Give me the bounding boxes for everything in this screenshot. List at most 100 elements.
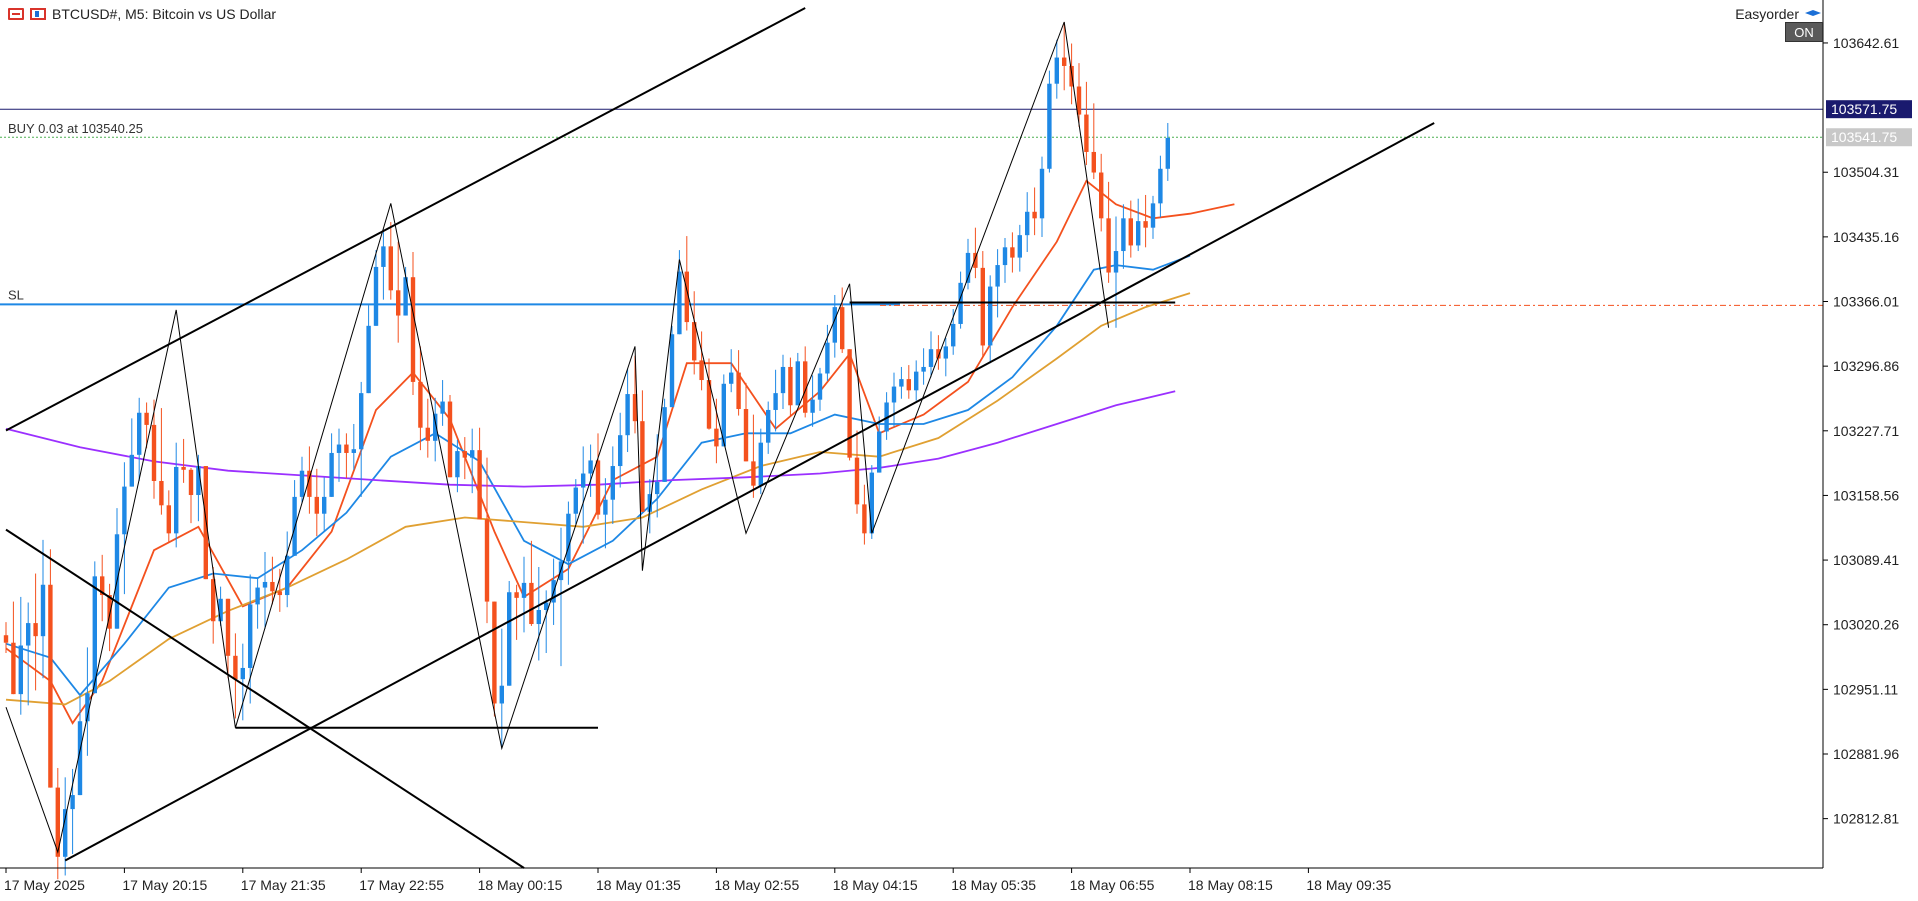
ma-mid-line xyxy=(5,254,1191,697)
bull-candle xyxy=(825,342,830,374)
bull-candle xyxy=(773,393,778,410)
bull-candle xyxy=(122,486,127,535)
bear-candle xyxy=(640,421,645,512)
time-tick-label: 18 May 01:35 xyxy=(596,877,681,893)
price-tick-label: 103504.31 xyxy=(1833,164,1899,180)
chart-symbol-icon[interactable] xyxy=(30,8,46,20)
price-tick-label: 103366.01 xyxy=(1833,294,1899,310)
bull-candle xyxy=(921,366,926,372)
bear-candle xyxy=(388,246,393,291)
bear-candle xyxy=(314,496,319,514)
bull-candle xyxy=(1136,221,1141,246)
bear-candle xyxy=(1091,151,1096,173)
bull-candle xyxy=(440,401,445,414)
bull-candle xyxy=(891,386,897,403)
bear-candle xyxy=(3,635,9,643)
bear-candle xyxy=(33,623,38,637)
time-tick-label: 18 May 06:55 xyxy=(1070,877,1155,893)
bull-candle xyxy=(721,383,726,447)
bear-candle xyxy=(854,457,860,505)
time-tick-label: 17 May 21:35 xyxy=(241,877,326,893)
bull-candle xyxy=(1017,235,1022,258)
bull-candle xyxy=(85,693,90,722)
bear-candle xyxy=(692,322,697,361)
bull-candle xyxy=(928,349,934,367)
easyorder-panel[interactable]: Easyorder xyxy=(1735,6,1823,22)
bull-candle xyxy=(573,487,578,514)
bear-candle xyxy=(706,380,712,429)
bear-candle xyxy=(11,642,16,695)
bull-candle xyxy=(507,592,512,686)
bear-candle xyxy=(980,267,985,346)
ma-long-line xyxy=(5,390,1176,488)
bull-candle xyxy=(810,399,815,413)
buy-order-label: BUY 0.03 at 103540.25 xyxy=(8,121,143,136)
bull-candle xyxy=(647,494,652,512)
bear-candle xyxy=(107,595,112,629)
bull-candle xyxy=(795,361,800,406)
bull-candle xyxy=(70,795,75,810)
price-tick-label: 103435.16 xyxy=(1833,229,1899,245)
bull-candle xyxy=(662,407,667,482)
bull-candle xyxy=(455,451,460,478)
bull-candle xyxy=(877,431,882,473)
bear-candle xyxy=(743,409,749,462)
bear-candle xyxy=(751,461,756,486)
bear-candle xyxy=(225,598,231,656)
price-tick-label: 103020.26 xyxy=(1833,617,1899,633)
bull-candle xyxy=(129,454,134,487)
bear-candle xyxy=(270,581,275,592)
bull-candle xyxy=(92,576,97,694)
bull-candle xyxy=(610,466,615,500)
bull-candle xyxy=(544,602,549,610)
bear-candle xyxy=(1106,218,1111,273)
bull-candle xyxy=(77,721,83,796)
bear-candle xyxy=(1076,86,1082,115)
bear-candle xyxy=(211,579,216,622)
price-tick-label: 103296.86 xyxy=(1833,358,1899,374)
bear-candle xyxy=(1084,114,1089,152)
bull-candle xyxy=(336,444,342,453)
ask-price-label: 103541.75 xyxy=(1831,129,1897,145)
bear-candle xyxy=(159,481,164,506)
bear-candle xyxy=(840,307,845,350)
bull-candle xyxy=(780,366,786,394)
bear-candle xyxy=(595,460,601,515)
bull-candle xyxy=(669,334,675,408)
bull-candle xyxy=(1025,211,1030,236)
bull-candle xyxy=(1002,247,1008,266)
bull-candle xyxy=(499,685,504,704)
bull-candle xyxy=(1113,251,1119,273)
price-tick-label: 103158.56 xyxy=(1833,487,1899,503)
chart-menu-icon[interactable] xyxy=(8,8,24,20)
time-tick-label: 18 May 08:15 xyxy=(1188,877,1273,893)
bear-candle xyxy=(462,451,467,458)
on-button[interactable]: ON xyxy=(1785,22,1823,42)
bear-candle xyxy=(277,591,282,596)
bull-candle xyxy=(351,449,356,453)
bear-candle xyxy=(344,444,349,453)
time-tick-label: 18 May 00:15 xyxy=(478,877,563,893)
bull-candle xyxy=(943,346,948,359)
bull-candle xyxy=(1150,203,1156,228)
bull-candle xyxy=(262,581,268,588)
bull-candle xyxy=(603,499,608,515)
bull-candle xyxy=(63,809,68,857)
time-tick-label: 18 May 04:15 xyxy=(833,877,918,893)
bull-candle xyxy=(995,265,1000,287)
bull-candle xyxy=(470,450,475,458)
bear-candle xyxy=(425,427,430,441)
bull-candle xyxy=(625,394,630,436)
price-tick-label: 102812.81 xyxy=(1833,811,1899,827)
bull-candle xyxy=(433,413,438,441)
bear-candle xyxy=(847,349,852,458)
bull-candle xyxy=(322,496,327,514)
bull-candle xyxy=(366,325,371,394)
bull-candle xyxy=(521,582,527,598)
bull-candle xyxy=(1054,57,1059,84)
bear-candle xyxy=(529,582,534,625)
bear-candle xyxy=(307,470,312,497)
bear-candle xyxy=(1032,211,1037,219)
